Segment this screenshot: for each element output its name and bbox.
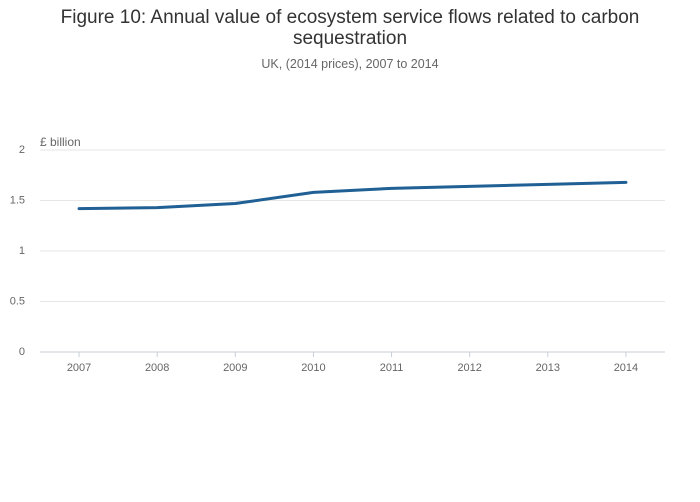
x-tick-label: 2010: [301, 362, 325, 374]
y-tick-label: 0.5: [10, 295, 25, 307]
y-tick-label: 1: [19, 245, 25, 257]
x-tick-label: 2007: [67, 362, 91, 374]
y-axis-label: £ billion: [40, 135, 81, 149]
x-tick-label: 2012: [457, 362, 481, 374]
y-tick-label: 0: [19, 346, 25, 358]
chart-title: Figure 10: Annual value of ecosystem ser…: [60, 7, 640, 49]
x-tick-label: 2008: [145, 362, 169, 374]
x-tick-label: 2013: [536, 362, 560, 374]
x-tick-label: 2014: [614, 362, 638, 374]
y-tick-label: 2: [19, 144, 25, 156]
y-tick-label: 1.5: [10, 194, 25, 206]
chart-subtitle: UK, (2014 prices), 2007 to 2014: [261, 57, 439, 71]
x-tick-label: 2009: [223, 362, 247, 374]
data-line: [77, 180, 628, 211]
x-tick-label: 2011: [380, 362, 404, 374]
